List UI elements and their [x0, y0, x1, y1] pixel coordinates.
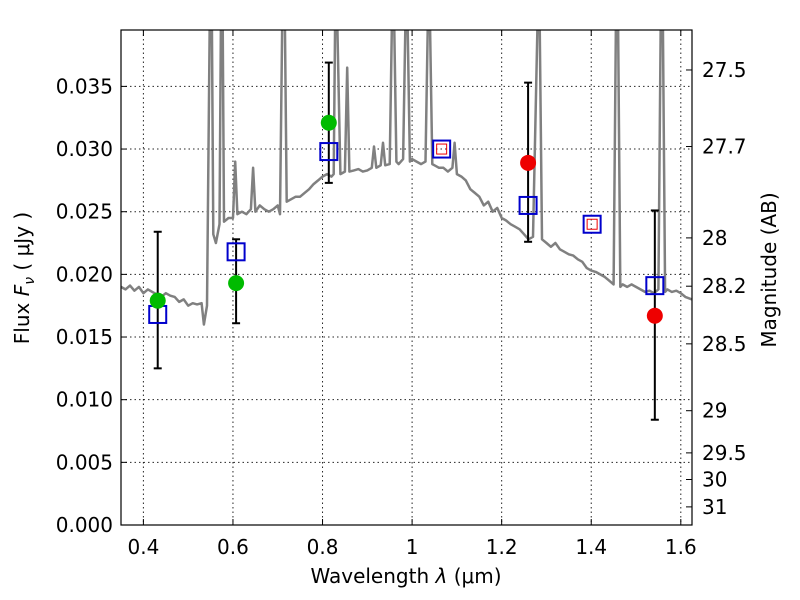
x-axis-label: Wavelength λ (μm): [310, 564, 501, 588]
plot-frame: [120, 29, 693, 526]
small-red-marker: [586, 218, 598, 230]
plot-area: [121, 30, 692, 326]
y-tick-label: 0.000: [56, 513, 113, 537]
y2-tick-label: 29: [702, 399, 727, 423]
y-tick-label: 0.015: [56, 325, 113, 349]
model-spectrum-line: [121, 30, 692, 326]
model-photometry-square: [226, 242, 246, 262]
x-tick-label: 1.2: [486, 535, 518, 559]
y-tick-label: 0.025: [56, 200, 113, 224]
y-axis-label: Flux Fν ( μJy ): [10, 212, 38, 344]
markers: [148, 61, 665, 421]
x-tick-label: 1.6: [665, 535, 697, 559]
model-photometry-square: [645, 276, 665, 296]
model-photometry-square: [432, 139, 452, 159]
y-tick-label: 0.035: [56, 74, 113, 98]
y2-axis-label: Magnitude (AB): [757, 192, 781, 347]
y-tick-label: 0.020: [56, 262, 113, 286]
x-tick-label: 1.4: [575, 535, 607, 559]
observed-point-green: [149, 292, 166, 309]
observed-point-green: [320, 114, 337, 131]
y2-tick-label: 28.5: [702, 332, 747, 356]
observed-point-green: [228, 275, 245, 292]
x-tick-label: 1: [406, 535, 419, 559]
model-photometry-square: [319, 142, 339, 162]
y2-tick-label: 28: [702, 226, 727, 250]
y-tick-label: 0.030: [56, 137, 113, 161]
observed-point-red: [520, 154, 537, 171]
y2-tick-label: 27.7: [702, 135, 747, 159]
small-red-marker: [436, 143, 448, 155]
y-tick-label: 0.005: [56, 450, 113, 474]
model-photometry-square: [518, 195, 538, 215]
ticks: 0.4 0.6 0.8 1 1.2 1.4 1.6 0.000 0.005 0.010 0.015 0…: [56, 30, 747, 559]
y2-tick-label: 27.5: [702, 58, 747, 82]
x-tick-label: 0.6: [217, 535, 249, 559]
observed-point-red: [646, 307, 663, 324]
x-tick-label: 0.4: [127, 535, 159, 559]
y2-tick-label: 28.2: [702, 274, 747, 298]
y-tick-label: 0.010: [56, 388, 113, 412]
y2-tick-label: 29.5: [702, 441, 747, 465]
y2-tick-label: 30: [702, 467, 727, 491]
x-tick-label: 0.8: [307, 535, 339, 559]
y2-tick-label: 31: [702, 495, 727, 519]
model-photometry-square: [582, 214, 602, 234]
